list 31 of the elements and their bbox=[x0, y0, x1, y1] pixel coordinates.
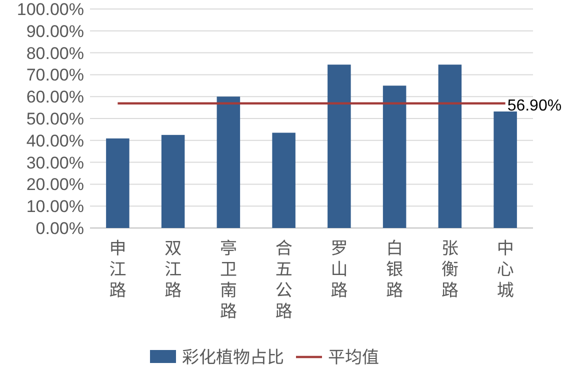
y-tick-label: 60.00% bbox=[26, 88, 84, 107]
y-tick-label: 0.00% bbox=[36, 219, 84, 238]
bar bbox=[272, 132, 296, 228]
legend-label: 平均值 bbox=[328, 343, 379, 368]
x-tick-label: 双江路 bbox=[164, 234, 182, 301]
x-tick-label: 中心城 bbox=[496, 234, 514, 301]
bar bbox=[438, 64, 462, 228]
bar bbox=[494, 111, 517, 228]
y-tick-label: 90.00% bbox=[26, 22, 84, 41]
bar bbox=[216, 96, 240, 228]
x-tick-label: 罗山路 bbox=[330, 234, 348, 301]
bar bbox=[382, 86, 406, 228]
y-tick-label: 10.00% bbox=[26, 197, 84, 216]
x-tick-label: 白银路 bbox=[386, 234, 404, 301]
x-tick-label: 亭卫南路 bbox=[220, 234, 237, 322]
x-tick-label: 合五公路 bbox=[275, 234, 292, 322]
y-tick-label: 20.00% bbox=[26, 175, 84, 194]
y-tick-label: 100.00% bbox=[16, 0, 84, 19]
y-tick-label: 30.00% bbox=[26, 153, 84, 172]
平均值: 56.90% bbox=[118, 97, 562, 114]
x-tick-label: 张衡路 bbox=[441, 234, 458, 301]
x-tick-label: 申江路 bbox=[109, 234, 126, 301]
y-tick-label: 50.00% bbox=[26, 110, 84, 128]
bar bbox=[161, 134, 185, 228]
data-label: 56.90% bbox=[507, 97, 562, 114]
bar bbox=[106, 138, 130, 228]
y-tick-label: 70.00% bbox=[26, 66, 84, 85]
legend-label: 彩化植物占比 bbox=[182, 343, 284, 368]
y-tick-label: 80.00% bbox=[26, 44, 84, 63]
y-tick-label: 40.00% bbox=[26, 131, 84, 150]
bar bbox=[328, 64, 351, 228]
